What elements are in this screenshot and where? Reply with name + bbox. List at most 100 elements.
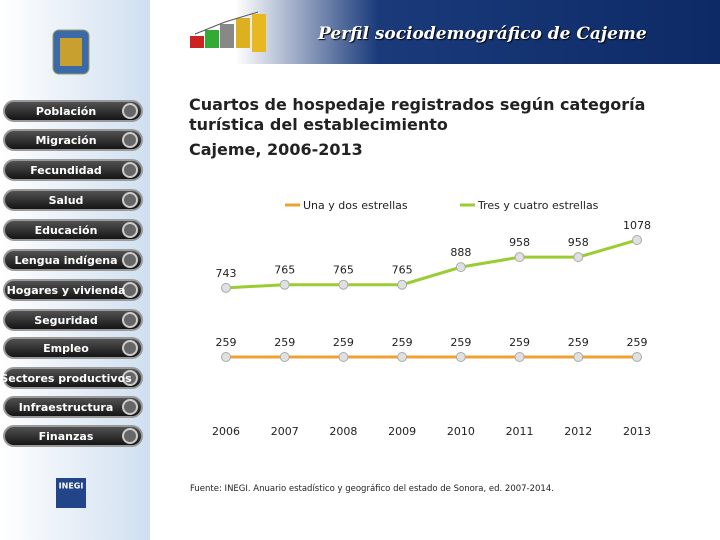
point (632, 235, 642, 245)
menu-button[interactable]: Hogares y vivienda (3, 279, 143, 301)
menu-button-knob[interactable] (122, 428, 138, 444)
x-tick-label: 2010 (447, 425, 475, 438)
menu-button[interactable]: Migración (3, 129, 143, 151)
data-label: 259 (568, 336, 589, 349)
menu-label[interactable]: Salud (49, 194, 84, 207)
menu-button-bg[interactable] (3, 129, 143, 151)
menu-label[interactable]: Seguridad (34, 314, 97, 327)
x-tick-label: 2007 (271, 425, 299, 438)
data-label: 259 (450, 336, 471, 349)
data-label: 259 (216, 336, 237, 349)
point (279, 279, 290, 290)
line (225, 238, 638, 290)
menu-label[interactable]: Lengua indígena (14, 254, 117, 267)
menu-button[interactable]: Finanzas (3, 425, 143, 447)
menu-button[interactable]: Salud (3, 189, 143, 211)
menu-button-knob[interactable] (122, 370, 138, 386)
point (338, 279, 349, 290)
header-icon (190, 11, 266, 52)
menu-label[interactable]: Educación (35, 224, 98, 237)
point (514, 252, 525, 263)
menu-label[interactable]: Finanzas (39, 430, 94, 443)
chart-title: Cuartos de hospedaje registrados según c… (189, 95, 646, 134)
menu-button[interactable]: Infraestructura (3, 396, 143, 418)
menu-button-bg[interactable] (3, 219, 143, 241)
menu-button[interactable]: Fecundidad (3, 159, 143, 181)
menu-button[interactable]: Población (3, 100, 143, 122)
menu-button-bg[interactable] (3, 367, 143, 389)
chart-source: Fuente: INEGI. Anuario estadístico y geo… (190, 484, 554, 494)
data-label: 765 (392, 264, 413, 277)
menu-button-bg[interactable] (3, 100, 143, 122)
data-label: 743 (216, 267, 237, 280)
menu-button-knob[interactable] (122, 282, 138, 298)
menu-button[interactable]: Empleo (3, 337, 143, 359)
menu-button-knob[interactable] (122, 192, 138, 208)
menu-label[interactable]: Fecundidad (30, 164, 102, 177)
state-emblem (52, 29, 90, 75)
point (221, 282, 231, 293)
menu-button-bg[interactable] (3, 337, 143, 359)
menu-button-bg[interactable] (3, 159, 143, 181)
menu-label[interactable]: Infraestructura (19, 401, 114, 414)
point (573, 252, 584, 263)
menu-button[interactable]: Sectores productivos (0, 367, 143, 389)
data-label: 888 (450, 246, 471, 259)
menu-label[interactable]: Población (36, 105, 96, 118)
point (221, 352, 231, 362)
menu-button-knob[interactable] (122, 103, 138, 119)
point (632, 352, 642, 362)
point (514, 352, 525, 362)
menu-button-knob[interactable] (122, 132, 138, 148)
menu-button[interactable]: Educación (3, 219, 143, 241)
menu-button-bg[interactable] (3, 425, 143, 447)
data-label: 259 (333, 336, 354, 349)
x-tick-label: 2008 (329, 425, 357, 438)
menu-button-knob[interactable] (122, 399, 138, 415)
menu-button-knob[interactable] (122, 312, 138, 328)
menu-button-knob[interactable] (122, 252, 138, 268)
data-label: 765 (274, 264, 295, 277)
menu-label[interactable]: Sectores productivos (0, 372, 132, 385)
data-label: 259 (392, 336, 413, 349)
menu-button-knob[interactable] (122, 162, 138, 178)
x-tick-label: 2009 (388, 425, 416, 438)
point (397, 279, 408, 290)
point (455, 352, 466, 362)
menu-button[interactable]: Seguridad (3, 309, 143, 331)
menu-label[interactable]: Hogares y vivienda (7, 284, 126, 297)
menu-button-knob[interactable] (122, 340, 138, 356)
x-tick-label: 2012 (564, 425, 592, 438)
data-label: 259 (274, 336, 295, 349)
x-tick-label: 2011 (506, 425, 534, 438)
legend-label: Una y dos estrellas (303, 199, 408, 212)
point (397, 352, 408, 362)
data-label: 958 (568, 236, 589, 249)
x-tick-label: 2013 (623, 425, 651, 438)
logo-text: INEGI (59, 482, 84, 491)
header-title: Perfil sociodemográfico de Cajeme (318, 24, 647, 44)
point (455, 262, 466, 273)
data-label: 259 (627, 336, 648, 349)
menu-button-bg[interactable] (3, 279, 143, 301)
point (279, 352, 290, 362)
menu-button-bg[interactable] (3, 309, 143, 331)
menu-label[interactable]: Empleo (43, 342, 89, 355)
menu-label[interactable]: Migración (35, 134, 96, 147)
data-label: 958 (509, 236, 530, 249)
data-label: 259 (509, 336, 530, 349)
point (573, 352, 584, 362)
menu-button-bg[interactable] (3, 249, 143, 271)
menu-button[interactable]: Lengua indígena (3, 249, 143, 271)
chart-subtitle: Cajeme, 2006-2013 (189, 140, 363, 159)
menu-button-knob[interactable] (122, 222, 138, 238)
data-label: 765 (333, 264, 354, 277)
legend-label: Tres y cuatro estrellas (477, 199, 599, 212)
data-label: 1078 (623, 219, 651, 232)
inegi-logo: INEGI (56, 478, 86, 508)
point (338, 352, 349, 362)
menu-button-bg[interactable] (3, 396, 143, 418)
menu-button-bg[interactable] (3, 189, 143, 211)
